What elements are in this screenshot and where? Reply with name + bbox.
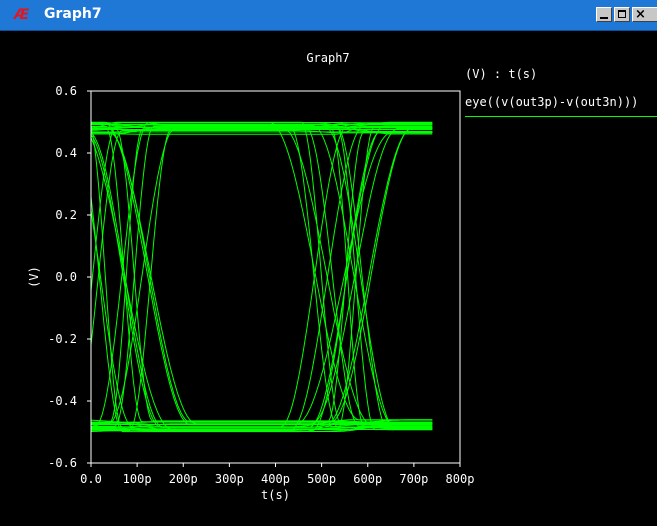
- waveform-app-icon: Æ: [14, 7, 29, 23]
- maximize-icon: [618, 10, 626, 18]
- minimize-icon: [600, 17, 608, 19]
- eye-trace: [91, 128, 433, 432]
- eye-trace: [90, 130, 433, 346]
- x-tick-label: 500p: [307, 472, 336, 486]
- plot-frame: [90, 90, 461, 464]
- y-tick-label: -0.4: [48, 394, 77, 408]
- eye-trace: [90, 210, 433, 428]
- x-tick-label: 600p: [353, 472, 382, 486]
- y-tick-label: -0.6: [48, 456, 77, 470]
- legend-units: (V) : t(s): [465, 67, 538, 81]
- y-axis: 0.6 0.4 0.2 0.0 -0.2 -0.4 -0.6: [48, 84, 91, 470]
- x-axis-label: t(s): [261, 488, 290, 502]
- legend-series-label[interactable]: eye((v(out3p)-v(out3n))): [465, 95, 639, 109]
- x-tick-label: 800p: [446, 472, 475, 486]
- chart-title: Graph7: [306, 51, 349, 65]
- x-tick-label: 700p: [399, 472, 428, 486]
- y-tick-label: 0.4: [55, 146, 77, 160]
- close-icon: ×: [635, 7, 646, 22]
- close-button[interactable]: ×: [632, 7, 657, 22]
- eye-trace: [91, 121, 433, 425]
- x-tick-label: 0.0: [80, 472, 102, 486]
- y-axis-label: (V): [27, 266, 41, 288]
- y-tick-label: 0.2: [55, 208, 77, 222]
- x-tick-label: 300p: [215, 472, 244, 486]
- y-tick-label: 0.0: [55, 270, 77, 284]
- eye-trace: [90, 131, 433, 432]
- chart-area: Graph7 0.6 0.4 0.2 0.0 -0.2 -0.4 -0.6 0.0 100p 2…: [27, 51, 474, 502]
- eye-traces: [90, 121, 433, 433]
- maximize-button[interactable]: [614, 7, 630, 22]
- y-tick-label: 0.6: [55, 84, 77, 98]
- x-tick-label: 100p: [123, 472, 152, 486]
- eye-trace: [91, 125, 433, 425]
- x-axis: 0.0 100p 200p 300p 400p 500p 600p 700p 800p: [80, 463, 474, 486]
- eye-trace: [90, 134, 433, 428]
- title-bar[interactable]: Æ Graph7 ×: [0, 0, 657, 31]
- eye-trace: [90, 131, 433, 426]
- y-tick-label: -0.2: [48, 332, 77, 346]
- window-title: Graph7: [44, 6, 102, 22]
- x-tick-label: 200p: [169, 472, 198, 486]
- legend-series-line: [465, 116, 657, 117]
- x-tick-label: 400p: [261, 472, 290, 486]
- minimize-button[interactable]: [596, 7, 612, 22]
- eye-trace: [90, 122, 433, 421]
